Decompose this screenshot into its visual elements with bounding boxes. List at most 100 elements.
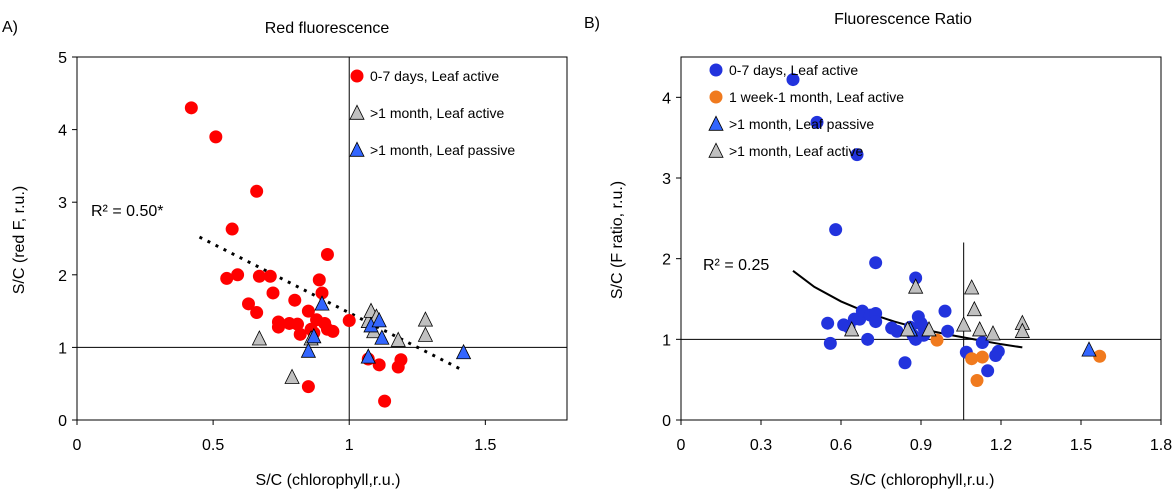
panel-b-plot: 0 0.3 0.6 0.9 1.2 1.5 1.8 0 1 2 3 4 0-7 days, Leaf a… xyxy=(662,56,1172,454)
panel-b-series-1-point xyxy=(975,350,989,364)
panel-a-series-0-point xyxy=(301,304,315,318)
panel-b-x-tick-label: 1.2 xyxy=(990,437,1012,454)
panel-a-series-2-point xyxy=(300,342,317,358)
panel-b-series-0-point xyxy=(861,332,875,346)
panel-a-series-2-point xyxy=(360,348,376,364)
panel-b-legend-label-3: >1 month, Leaf active xyxy=(729,143,863,159)
panel-a-series-0-point xyxy=(293,327,307,341)
panel-b-plot-frame xyxy=(680,56,1162,421)
panel-b-x-tick-label: 0.3 xyxy=(750,437,772,454)
panel-b-series-3-point xyxy=(900,321,916,337)
panel-b-series-0-point xyxy=(890,324,904,338)
panel-a-y-tick-label: 4 xyxy=(58,123,67,140)
panel-b-x-tick-label: 1.5 xyxy=(1070,437,1092,454)
panel-b-series-0-point xyxy=(909,271,923,285)
panel-b-xlabel: S/C (chlorophyll,r.u.) xyxy=(850,472,995,489)
panel-b-title: Fluorescence Ratio xyxy=(834,11,972,28)
panel-a-series-0-point xyxy=(252,269,266,283)
panel-a-series-0-point xyxy=(291,317,304,331)
panel-b-series-3-point xyxy=(1014,322,1030,338)
panel-a-y-tick-label: 0 xyxy=(58,413,67,430)
panel-b-legend-marker-0 xyxy=(709,63,723,77)
panel-b-y-tick-label: 2 xyxy=(662,252,671,269)
panel-a-series-0-point xyxy=(250,184,264,198)
panel-a-series-0-point xyxy=(372,358,386,372)
panel-a-plot: 0 0.5 1 1.5 0 1 2 3 4 5 0-7 days, Leaf active >1 mo… xyxy=(58,50,568,454)
panel-a-legend-marker-2 xyxy=(349,141,365,157)
panel-a-legend-label-0: 0-7 days, Leaf active xyxy=(370,68,499,84)
panel-a-series-0-point xyxy=(225,222,239,236)
panel-b-series-0-point xyxy=(938,304,952,318)
panel-a-x-tick-label: 0 xyxy=(73,437,82,454)
panel-b-series-3-point xyxy=(844,321,860,337)
panel-b-series-0-point xyxy=(810,115,824,129)
panel-a-y-tick-label: 5 xyxy=(58,50,67,67)
panel-a-series-1-point xyxy=(251,330,268,346)
panel-a-y-tick-label: 2 xyxy=(58,268,67,285)
panel-a-series-0-point xyxy=(301,380,315,394)
panel-a-series-0-point xyxy=(231,268,245,282)
panel-b-series-3-point xyxy=(921,321,937,337)
panel-a-legend-label-2: >1 month, Leaf passive xyxy=(370,142,515,158)
panel-a-series-0-point xyxy=(263,269,277,283)
panel-a-r2-annotation: R² = 0.50* xyxy=(91,203,163,220)
panel-a-y-tick-label: 1 xyxy=(58,340,67,357)
panel-a-series-0-point xyxy=(326,324,340,338)
panel-b-series-0-point xyxy=(898,356,912,370)
panel-a-series-0-point xyxy=(220,271,234,285)
panel-b-y-tick-label: 3 xyxy=(662,171,671,188)
panel-b-y-tick-label: 0 xyxy=(662,413,671,430)
panel-a-series-0-point xyxy=(271,320,285,334)
panel-b-series-1-point xyxy=(965,352,979,366)
panel-a-series-2-point xyxy=(374,329,390,345)
panel-a-series-0-point xyxy=(315,286,329,300)
panel-b-series-3-point xyxy=(908,278,924,294)
panel-a-series-2-point xyxy=(455,343,472,360)
panel-b-r2-annotation: R² = 0.25 xyxy=(703,257,769,274)
panel-b-legend-marker-3 xyxy=(708,142,724,158)
panel-a-legend-label-1: >1 month, Leaf active xyxy=(370,105,504,121)
panel-b-x-tick-label: 0.6 xyxy=(830,437,852,454)
panel-b-y-tick-label: 4 xyxy=(662,90,671,107)
panel-b-series-1-point xyxy=(930,333,944,347)
panel-b-y-tick-label: 1 xyxy=(662,332,671,349)
panel-a-series-0-point xyxy=(250,306,264,320)
panel-a-x-tick-label: 0.5 xyxy=(202,437,224,454)
panel-a-series-1-point xyxy=(390,331,406,347)
panel-a-plot-frame xyxy=(76,56,568,421)
panel-b-series-0-point xyxy=(941,324,955,338)
panel-a-series-0-point xyxy=(310,313,324,327)
panel-b-series-3-point xyxy=(985,325,1001,341)
panel-a-series-1-point xyxy=(284,368,300,384)
panel-b-series-3-point xyxy=(964,279,980,295)
panel-b-series-3-point xyxy=(956,316,972,332)
panel-b-series-0-point xyxy=(786,73,800,87)
panel-a-series-2-point xyxy=(314,295,330,311)
panel-b-series-0-point xyxy=(975,336,989,350)
panel-a-series-0-point xyxy=(242,297,255,311)
panel-b-series-0-point xyxy=(850,148,864,162)
panel-b-series-0-point xyxy=(991,344,1005,358)
panel-b-series-3-point xyxy=(966,300,982,317)
panel-b-series-0-point xyxy=(829,223,843,237)
panel-a-series-2-point xyxy=(371,311,387,328)
panel-a-series-0-point xyxy=(184,101,198,115)
panel-a-xlabel: S/C (chlorophyll,r.u.) xyxy=(256,472,401,489)
panel-b-series-0-point xyxy=(869,315,883,329)
panel-a-series-0-point xyxy=(378,394,392,408)
panel-b-series-0-point xyxy=(821,316,835,330)
panel-a-series-0-point xyxy=(394,353,408,367)
panel-b-series-0-point xyxy=(823,336,837,350)
panel-a-ylabel: S/C (red F, r.u.) xyxy=(11,186,28,294)
panel-b-series-0-point xyxy=(981,364,995,378)
panel-a-series-1-point xyxy=(417,326,434,342)
panel-a-series-0-point xyxy=(312,273,326,287)
panel-b-x-tick-label: 0.9 xyxy=(910,437,932,454)
panel-b-series-0-point xyxy=(869,256,883,270)
panel-b-ylabel: S/C (F ratio, r.u.) xyxy=(609,181,626,299)
panel-b-x-tick-label: 0 xyxy=(677,437,686,454)
panel-a-series-0-point xyxy=(342,314,356,328)
panel-b-legend-label-1: 1 week-1 month, Leaf active xyxy=(729,89,904,105)
panel-a-label: A) xyxy=(2,19,18,36)
